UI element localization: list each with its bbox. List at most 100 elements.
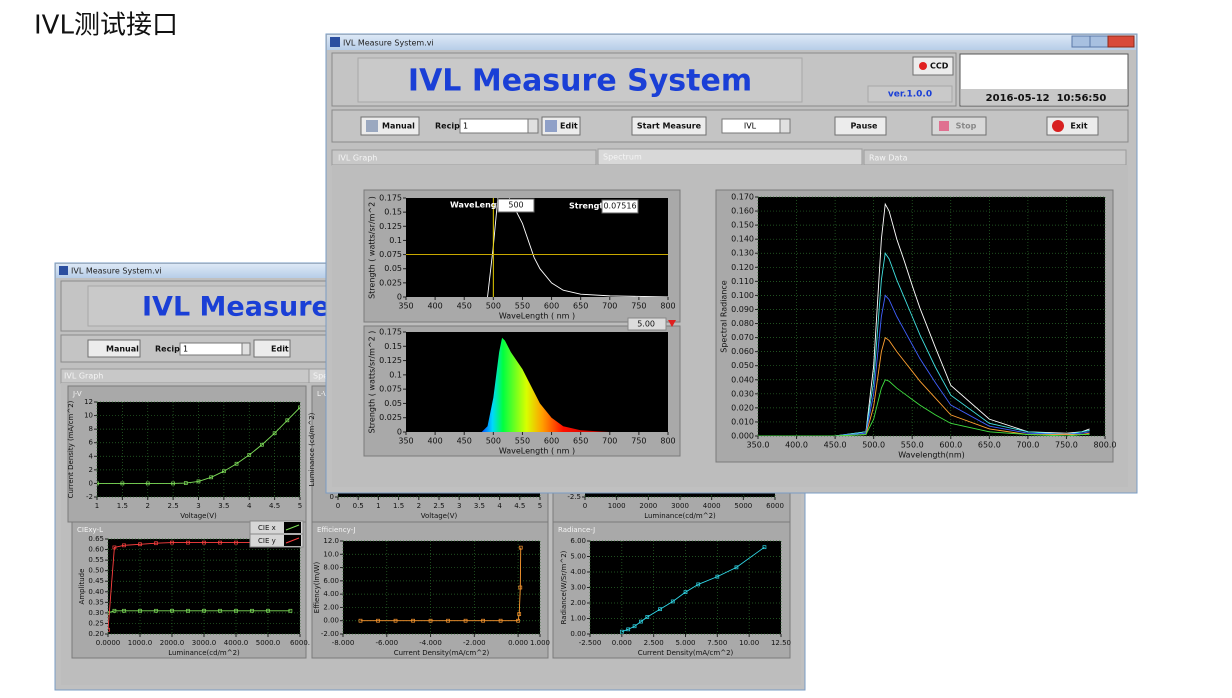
series-marker: [97, 481, 99, 486]
series-marker: [234, 608, 238, 613]
series-marker: [696, 582, 701, 587]
x-tick-label: 1000.0: [128, 639, 153, 647]
x-tick-label: 0.000: [612, 639, 632, 647]
x-axis-label: WaveLength ( nm ): [499, 312, 575, 321]
x-tick-label: 750: [631, 437, 646, 446]
title-bar: [327, 35, 1136, 50]
series-marker: [202, 540, 206, 545]
combo-arrow: [527, 118, 539, 134]
x-tick-label: 10.00: [739, 639, 759, 647]
x-tick-label: 500.0: [862, 441, 885, 450]
series-marker: [762, 545, 767, 550]
series-marker: [376, 618, 380, 623]
series-marker: [683, 590, 688, 595]
series-marker: [108, 627, 110, 632]
manual-button[interactable]: [87, 339, 141, 358]
x-tick-label: 450: [457, 302, 472, 311]
y-tick-label: 0.05: [384, 399, 402, 408]
y-tick-label: 0.170: [731, 193, 754, 202]
edit-button[interactable]: [253, 339, 291, 358]
button-icon: [545, 120, 557, 132]
plot-title: J-V: [72, 390, 82, 398]
x-tick-label: 1: [376, 502, 380, 510]
x-tick-label: 4.5: [514, 502, 525, 510]
x-tick-label: 350: [398, 302, 413, 311]
maximize-button[interactable]: [1089, 35, 1109, 48]
y-tick-label: 0.1: [389, 236, 402, 245]
x-tick-label: 600: [544, 437, 559, 446]
plot-area: [758, 197, 1105, 436]
series-marker: [186, 540, 190, 545]
scale-control: [627, 317, 667, 331]
start-button[interactable]: [631, 116, 707, 136]
series-marker: [260, 442, 264, 447]
x-tick-label: 2.5: [433, 502, 444, 510]
close-button[interactable]: [1107, 35, 1135, 48]
y-tick-label: 0.1: [389, 370, 402, 379]
series-marker: [183, 481, 188, 485]
series-marker: [632, 624, 637, 629]
legend-swatch: [285, 524, 300, 531]
x-tick-label: 3.5: [218, 502, 229, 510]
x-tick-label: 750: [631, 302, 646, 311]
x-tick-label: -2.000: [463, 639, 486, 647]
button-label: Stop: [956, 122, 977, 131]
series-line: [97, 407, 300, 484]
cursor-label: WaveLength: [450, 201, 506, 210]
series-marker: [234, 461, 239, 466]
y-tick-label: 4.00: [323, 590, 339, 598]
y-axis-label: Spectral Radiance: [720, 280, 729, 353]
y-tick-label: 2.00: [323, 603, 339, 611]
series-marker: [272, 431, 277, 436]
y-tick-label: 0.120: [731, 263, 754, 272]
x-tick-label: 3000.0: [192, 639, 217, 647]
y-tick-label: 2.00: [570, 599, 586, 607]
button-label: Edit: [271, 345, 289, 354]
series-marker: [170, 540, 174, 545]
series-marker: [463, 618, 468, 623]
recipe-combo[interactable]: [179, 342, 251, 356]
button-label: Pause: [851, 122, 879, 131]
series-marker: [715, 574, 720, 579]
y-tick-label: 12: [84, 398, 93, 406]
y-tick-label: 0.140: [731, 235, 754, 244]
y-axis-label: Effiency(lm/W): [313, 562, 321, 614]
minimize-button[interactable]: [1071, 35, 1091, 48]
series-line: [758, 379, 1090, 436]
x-axis-label: Current Density(mA/cm^2): [638, 649, 734, 657]
tab-label: IVL Graph: [64, 372, 103, 381]
y-tick-label: 0.080: [731, 319, 754, 328]
x-tick-label: 4000: [703, 502, 721, 510]
x-tick-label: 2.500: [644, 639, 664, 647]
x-tick-label: 700.0: [1016, 441, 1039, 450]
scale-value: 5.00: [637, 320, 655, 329]
y-tick-label: 0.40: [88, 588, 104, 596]
series-marker: [196, 479, 201, 484]
x-tick-label: 600: [544, 302, 559, 311]
y-tick-label: 0.030: [731, 389, 754, 398]
y-tick-label: 0.25: [88, 619, 104, 627]
x-tick-label: 4: [497, 502, 502, 510]
x-tick-label: 2.5: [168, 502, 179, 510]
recipe-combo[interactable]: [459, 118, 539, 134]
y-axis-label: Luminance (cd/m^2): [308, 412, 316, 486]
x-tick-label: 0.000: [508, 639, 528, 647]
x-tick-label: 2: [417, 502, 421, 510]
y-axis-label: Strength ( watts/sr/m^2 ): [368, 196, 377, 299]
pause-button[interactable]: [834, 116, 887, 136]
x-tick-label: 2000.0: [160, 639, 185, 647]
y-tick-label: 12.0: [323, 537, 339, 545]
y-tick-label: 0.020: [731, 403, 754, 412]
x-tick-label: 800: [660, 437, 675, 446]
y-tick-label: 0.05: [384, 264, 402, 273]
ccd-button[interactable]: [912, 56, 954, 76]
y-tick-label: 0.60: [88, 546, 104, 554]
y-tick-label: 0.060: [731, 347, 754, 356]
x-tick-label: 2000: [639, 502, 657, 510]
x-tick-label: 5000: [734, 502, 752, 510]
tab-label: Raw Data: [869, 154, 908, 163]
cursor-value: 0.07516: [603, 202, 636, 211]
combo-arrow: [779, 118, 791, 134]
x-tick-label: 1.5: [393, 502, 404, 510]
legend-label: CIE x: [258, 524, 276, 532]
